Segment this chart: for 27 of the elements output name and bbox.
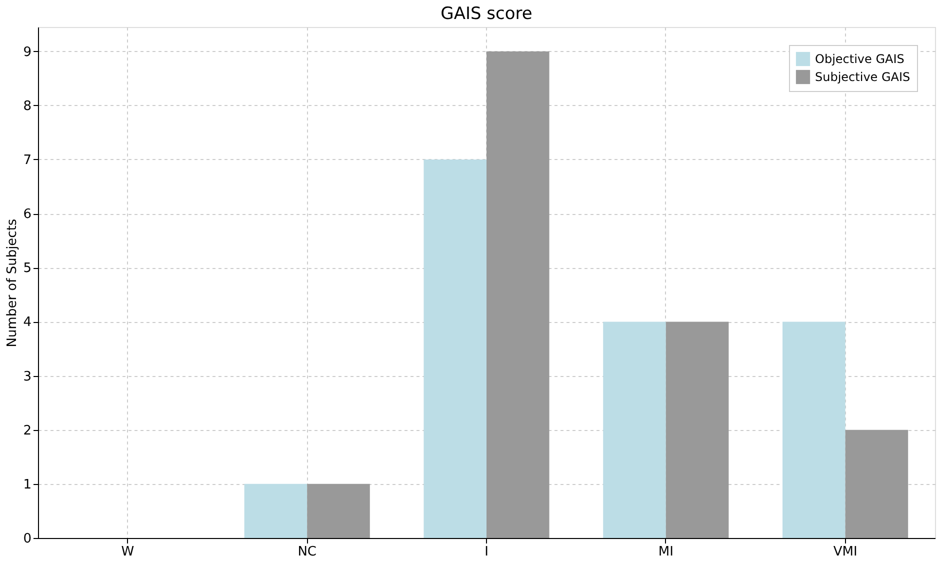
x-tick-label: MI [658,544,674,560]
legend-label: Subjective GAIS [815,70,910,84]
bar [424,159,486,538]
y-tick-label: 3 [23,369,32,384]
bar [244,484,308,538]
y-tick-label: 4 [23,315,32,330]
y-tick-label: 7 [23,152,32,168]
x-tick-label: I [484,544,488,560]
y-tick-label: 8 [23,98,32,114]
x-tick-label: W [121,544,134,560]
y-tick-label: 9 [23,44,32,60]
bar [307,484,370,538]
y-tick-label: 5 [23,261,32,276]
y-tick-label: 1 [23,477,32,492]
bar [782,322,846,538]
y-axis-title: Number of Subjects [5,218,20,348]
x-tick-label: VMI [833,544,858,560]
legend-label: Objective GAIS [815,52,904,66]
bar [486,51,550,538]
y-tick-label: 6 [23,207,32,222]
x-tick-label: NC [298,544,317,560]
chart-title: GAIS score [440,4,532,24]
y-tick-label: 2 [23,423,32,438]
y-tick-label: 0 [23,532,32,546]
bar [666,322,729,538]
bar [845,430,908,538]
bar [603,322,666,538]
